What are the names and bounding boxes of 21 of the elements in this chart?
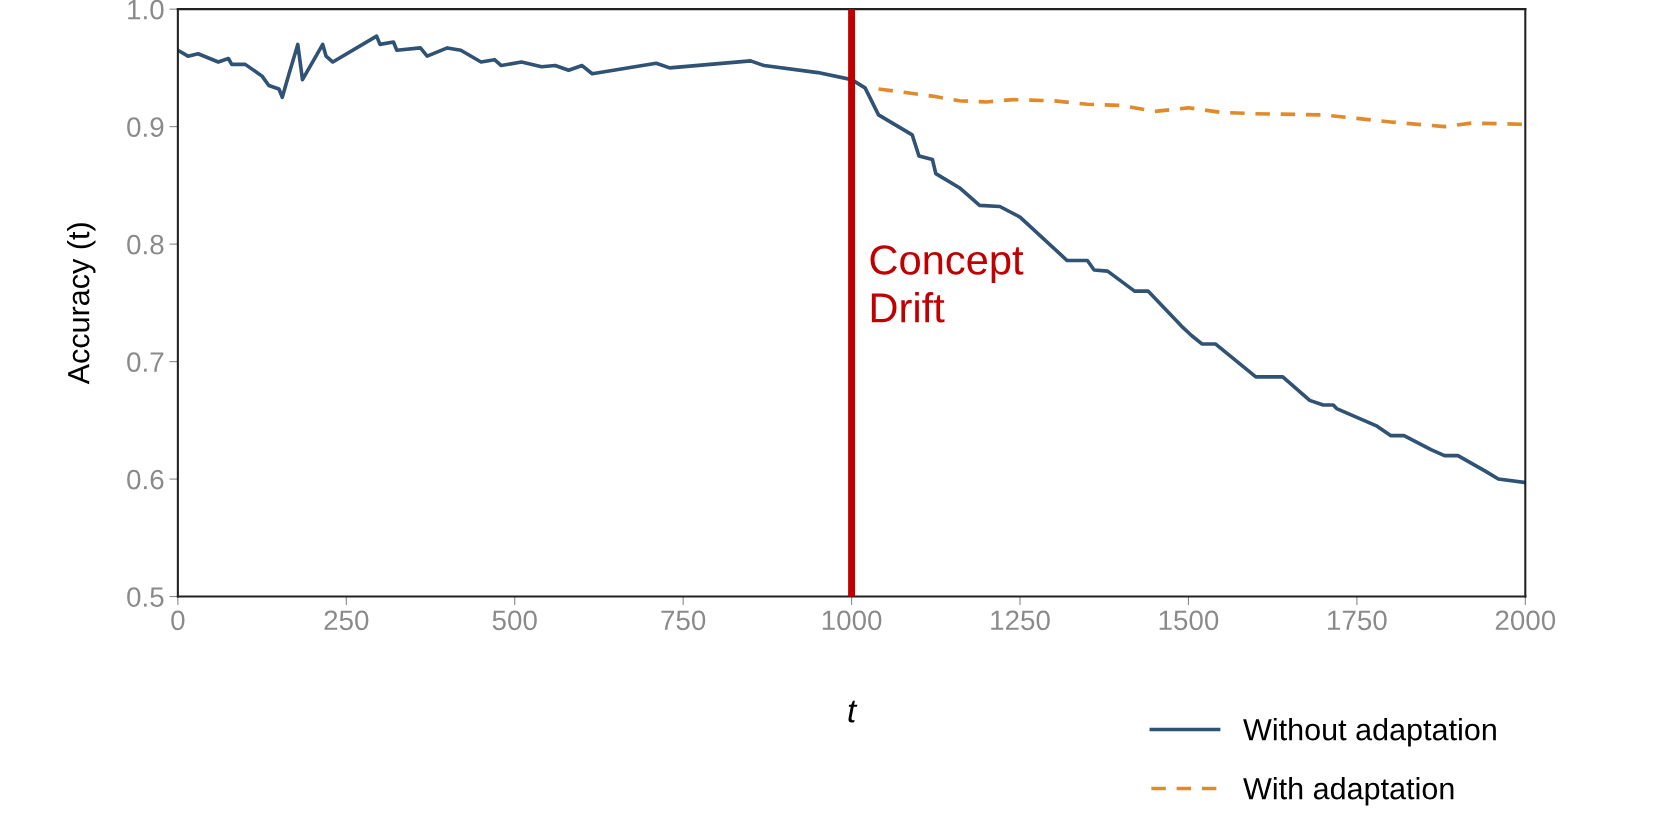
legend-label: Without adaptation [1243,718,1496,747]
y-tick-label: 0.8 [127,234,164,255]
x-tick-label: 250 [324,610,369,631]
x-tick-label: 750 [661,610,706,631]
x-tick-label: 1000 [822,610,882,631]
y-tick-label: 0.9 [127,117,164,137]
x-axis-title: t [848,700,858,723]
y-tick-label: 0.5 [127,587,164,607]
x-tick-label: 1250 [991,610,1050,631]
x-tick-label: 500 [492,610,537,631]
line-series [177,34,1526,485]
y-tick-label: 0.7 [127,352,164,372]
x-tick-label: 1500 [1159,610,1219,631]
y-axis-title: Accuracy (t) [67,223,96,385]
x-tick-label: 1750 [1328,610,1387,631]
y-tick-label: 1.0 [128,0,164,20]
x-tick-label: 2000 [1495,610,1556,631]
y-tick-label: 0.6 [127,469,164,490]
legend-label: With adaptation [1243,777,1454,806]
x-tick-label: 0 [171,610,185,631]
ref-line-label: Concept Drift [870,245,1024,323]
